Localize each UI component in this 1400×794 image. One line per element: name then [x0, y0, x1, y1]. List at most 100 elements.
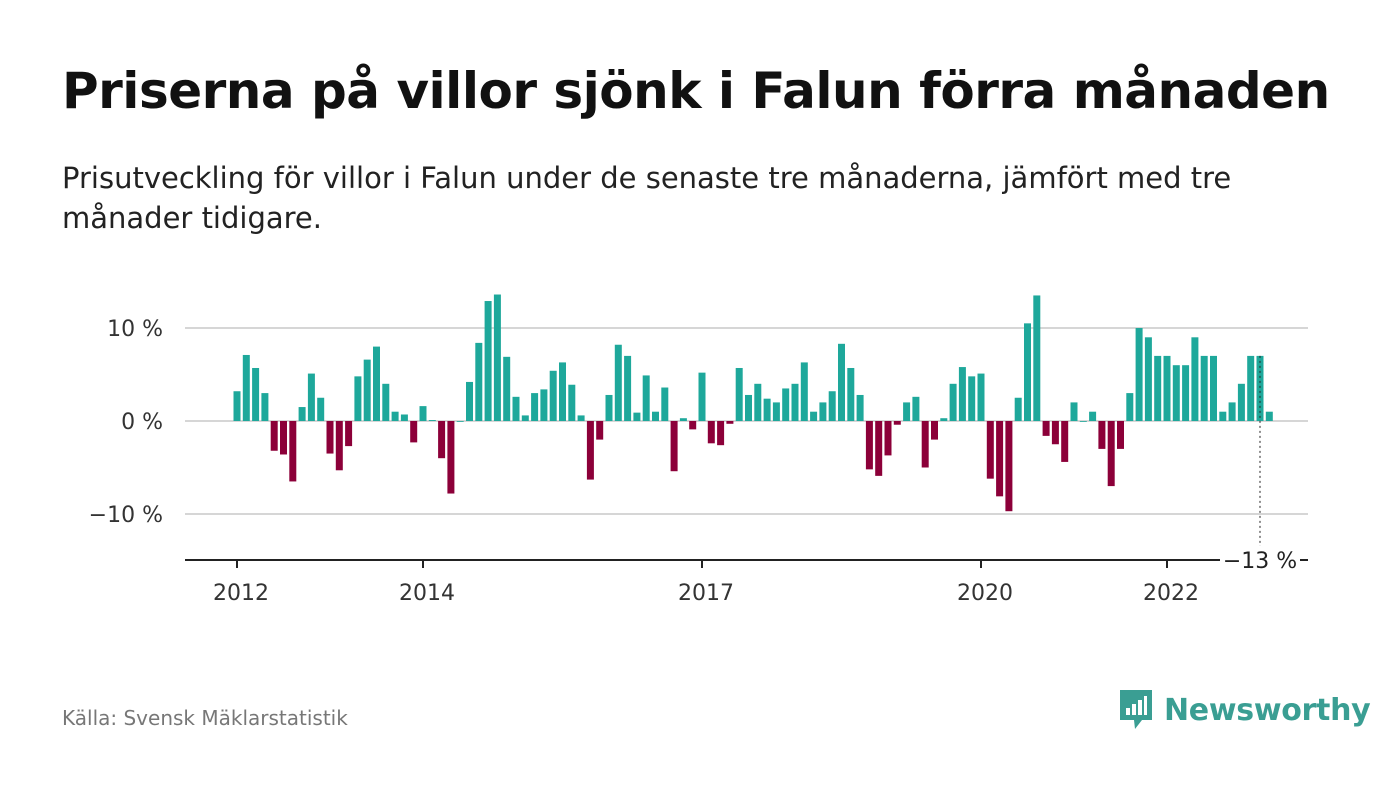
bar [549, 370, 557, 421]
x-tick-label: 2020 [957, 581, 1013, 606]
bar [345, 421, 353, 447]
bar [828, 391, 836, 421]
bar [1079, 421, 1087, 422]
bar [307, 373, 315, 421]
y-tick-label: −10 % [89, 503, 163, 528]
bar [847, 367, 855, 421]
bar [382, 383, 390, 421]
x-tick-label: 2014 [399, 581, 455, 606]
bar [707, 421, 715, 444]
bar [838, 343, 845, 421]
bar [1237, 383, 1245, 421]
bar [977, 373, 985, 421]
bar [531, 393, 539, 421]
bar [1033, 295, 1041, 421]
bar [698, 372, 706, 421]
bar [949, 383, 957, 421]
bar [586, 421, 594, 480]
bar [893, 421, 901, 425]
bar [819, 402, 827, 421]
bar [782, 388, 790, 421]
axes: 10 % 0 % −10 % 2012 2014 2017 2020 2022 −13 % [89, 317, 1308, 606]
bar [298, 407, 306, 421]
bar [242, 354, 250, 421]
bar-chart: 10 % 0 % −10 % 2012 2014 2017 2020 2022 −13 % [89, 294, 1308, 606]
bar [261, 393, 269, 421]
bar [670, 421, 678, 472]
bar [391, 411, 399, 421]
bar [763, 398, 771, 421]
bar [289, 421, 297, 482]
bar [614, 344, 622, 421]
chart-subtitle: Prisutveckling för villor i Falun under … [62, 161, 1232, 235]
bar [317, 397, 325, 421]
bar [1247, 355, 1255, 421]
chart-title: Priserna på villor sjönk i Falun förra m… [62, 62, 1330, 120]
bar [1200, 355, 1208, 421]
x-tick-label: 2022 [1143, 581, 1199, 606]
bar [252, 367, 260, 421]
bar [958, 367, 966, 421]
bar [717, 421, 725, 446]
bar [354, 376, 362, 421]
bar [503, 356, 511, 421]
bar [521, 415, 529, 421]
bar [493, 294, 501, 421]
bar [1228, 402, 1236, 421]
bar [968, 376, 976, 421]
bar [373, 346, 380, 421]
bar [1172, 365, 1180, 421]
bar [447, 421, 455, 494]
bar [363, 359, 371, 421]
bar [1098, 421, 1106, 449]
bar [568, 384, 576, 421]
x-tick-label: 2012 [213, 581, 269, 606]
bar [633, 412, 641, 421]
bar [1126, 393, 1134, 421]
bar [810, 411, 818, 421]
bar [903, 402, 911, 421]
bar [484, 301, 492, 421]
bar [679, 418, 687, 421]
bar [726, 421, 734, 424]
bar [438, 421, 446, 459]
bars [233, 294, 1273, 512]
bar [1024, 323, 1031, 421]
bar [1051, 421, 1059, 445]
bar [512, 396, 520, 421]
newsworthy-logo[interactable]: Newsworthy [1118, 688, 1371, 732]
y-tick-label: 10 % [107, 317, 163, 342]
bar [856, 394, 864, 421]
bar [1256, 355, 1264, 421]
bar [270, 421, 278, 451]
bar [1061, 421, 1069, 462]
bar [1089, 411, 1097, 421]
bar [233, 391, 241, 421]
bar [1219, 411, 1227, 421]
bar [1014, 397, 1022, 421]
bar [986, 421, 994, 479]
bar [410, 421, 418, 443]
bar [800, 362, 808, 421]
bar [661, 387, 669, 421]
bar [791, 383, 799, 421]
bar [596, 421, 604, 440]
bar [921, 421, 929, 468]
bar [1182, 365, 1190, 421]
newsworthy-logo-icon [1120, 690, 1152, 729]
bar [884, 421, 892, 456]
bar [280, 421, 287, 455]
bar [428, 420, 436, 421]
bar [1191, 337, 1199, 421]
bar [1135, 328, 1143, 421]
brand-name: Newsworthy [1164, 692, 1371, 728]
bar [931, 421, 938, 440]
bar [419, 406, 427, 421]
bar [540, 389, 548, 421]
bar [1042, 421, 1050, 436]
bar [1070, 402, 1078, 421]
bar [326, 421, 334, 454]
bar [912, 396, 920, 421]
bar [689, 421, 697, 430]
callout-label: −13 % [1223, 549, 1297, 574]
